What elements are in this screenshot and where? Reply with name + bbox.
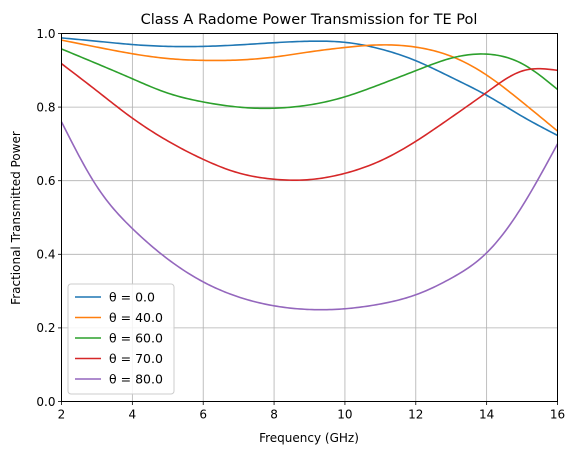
y-tick-label: 1.0 xyxy=(36,27,55,41)
x-tick-label: 4 xyxy=(129,408,137,422)
x-tick-label: 16 xyxy=(550,408,565,422)
x-tick-label: 10 xyxy=(337,408,352,422)
legend-label: θ = 0.0 xyxy=(109,290,155,305)
y-axis-label: Fractional Transmitted Power xyxy=(9,131,23,305)
y-tick-label: 0.4 xyxy=(36,248,55,262)
x-tick-label: 8 xyxy=(270,408,278,422)
x-axis-label: Frequency (GHz) xyxy=(259,431,359,445)
ticks: 2 4 6 8 10 12 14 16 0.0 0.2 0.4 0.6 0.8 1.0 xyxy=(36,27,565,422)
legend-label: θ = 70.0 xyxy=(109,351,163,366)
x-tick-label: 6 xyxy=(199,408,207,422)
y-tick-label: 0.0 xyxy=(36,395,55,409)
x-tick-label: 2 xyxy=(58,408,66,422)
series-line xyxy=(61,39,559,132)
legend-box xyxy=(67,283,175,395)
legend-label: θ = 60.0 xyxy=(109,331,163,346)
series-line xyxy=(61,63,558,181)
series-layer xyxy=(60,37,559,311)
y-tick-label: 0.2 xyxy=(36,321,55,335)
series-line xyxy=(61,48,559,110)
x-tick-label: 14 xyxy=(479,408,494,422)
plot-frame xyxy=(61,33,558,402)
series-line xyxy=(60,121,559,311)
x-tick-label: 12 xyxy=(408,408,423,422)
legend: θ = 0.0 θ = 40.0 θ = 60.0 θ = 70.0 θ = 80.0 xyxy=(67,283,175,395)
series-line xyxy=(61,37,558,137)
y-tick-label: 0.6 xyxy=(36,174,55,188)
chart-title: Class A Radome Power Transmission for TE… xyxy=(141,12,478,28)
legend-label: θ = 80.0 xyxy=(109,372,163,387)
legend-label: θ = 40.0 xyxy=(109,310,163,325)
y-tick-label: 0.8 xyxy=(36,100,55,114)
